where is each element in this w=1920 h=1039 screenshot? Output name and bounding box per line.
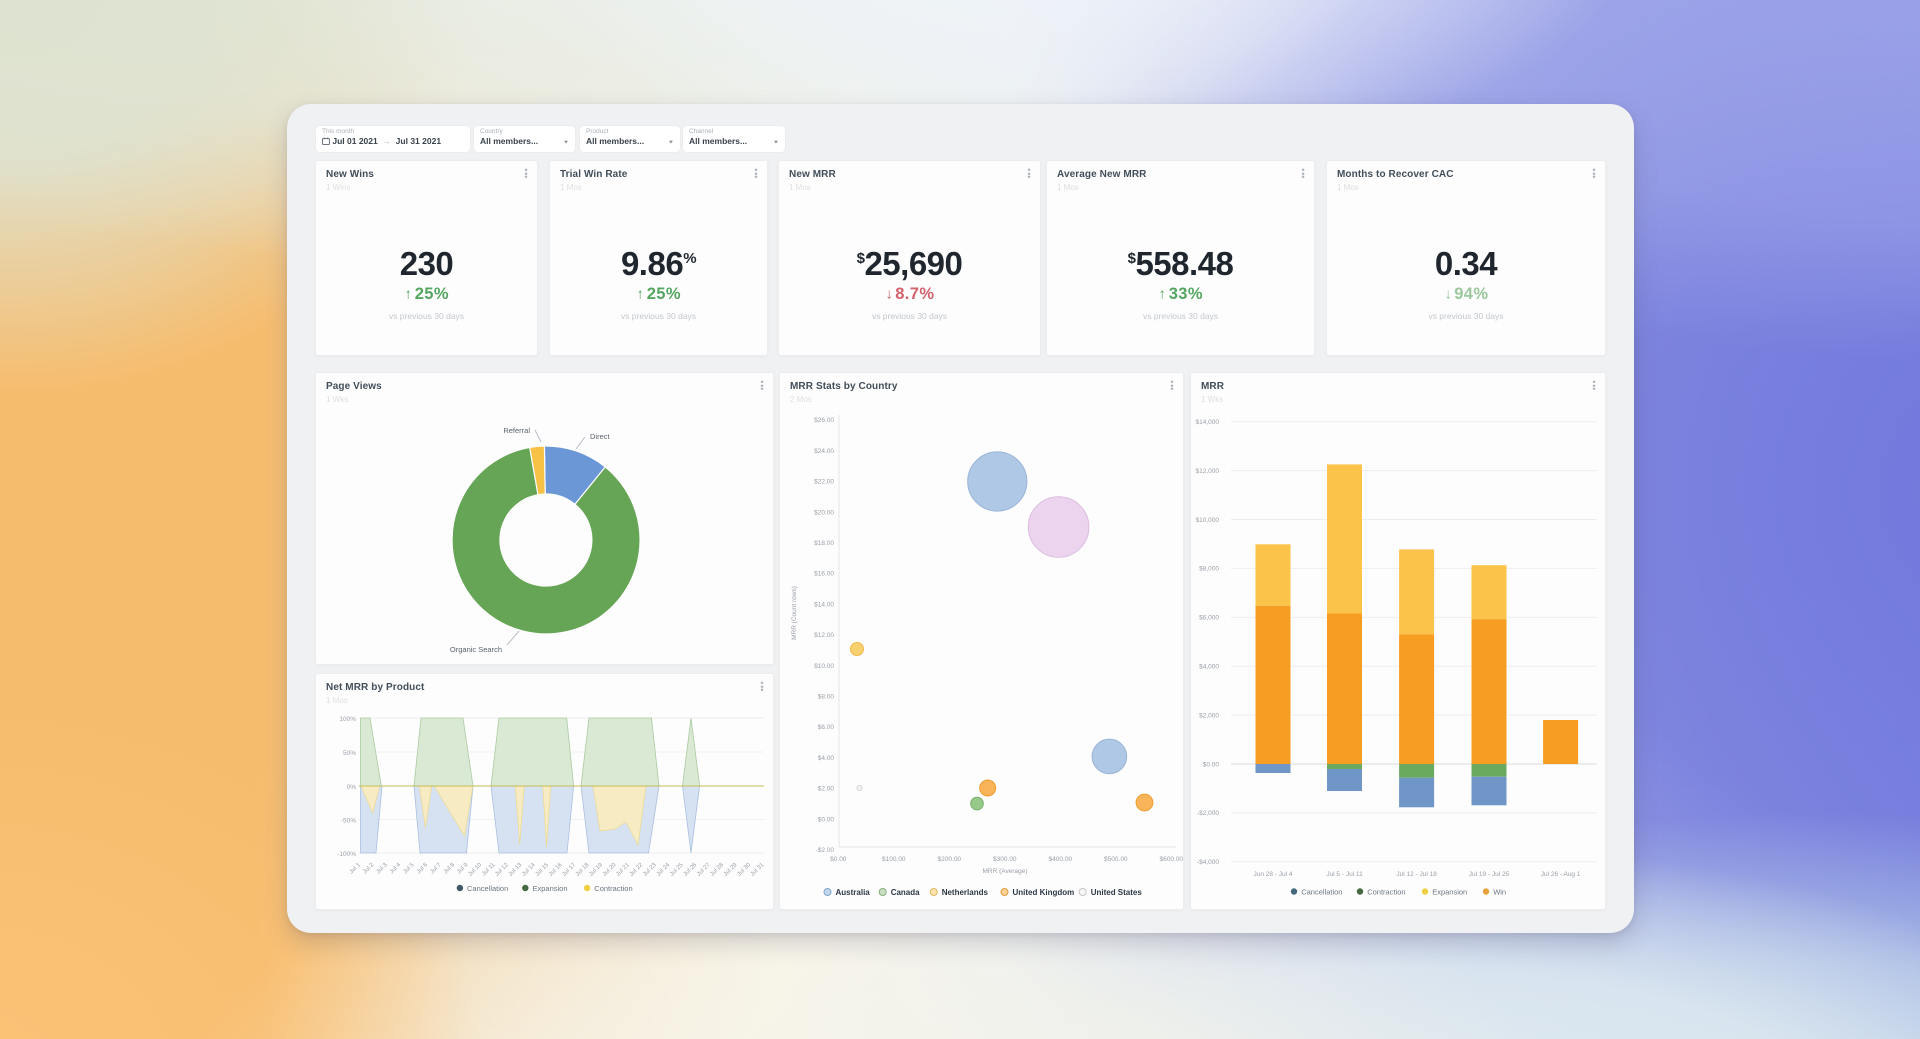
svg-text:-$2.00: -$2.00 bbox=[816, 847, 835, 854]
svg-text:$0.00: $0.00 bbox=[1203, 761, 1220, 768]
svg-text:Organic Search: Organic Search bbox=[450, 645, 502, 654]
svg-text:$16.00: $16.00 bbox=[814, 571, 834, 578]
svg-text:Jul 20: Jul 20 bbox=[602, 862, 618, 878]
svg-text:Jul 5 - Jul 11: Jul 5 - Jul 11 bbox=[1326, 871, 1363, 878]
svg-text:Jul 4: Jul 4 bbox=[389, 862, 403, 876]
svg-text:$100.00: $100.00 bbox=[882, 856, 906, 863]
svg-text:$0.00: $0.00 bbox=[830, 856, 847, 863]
svg-text:Win: Win bbox=[1493, 888, 1506, 897]
svg-text:Jul 27: Jul 27 bbox=[696, 862, 712, 878]
svg-text:United States: United States bbox=[1091, 888, 1143, 897]
svg-text:Jul 5: Jul 5 bbox=[403, 862, 417, 876]
svg-text:Jul 17: Jul 17 bbox=[562, 862, 578, 878]
svg-text:Jul 13: Jul 13 bbox=[508, 862, 524, 878]
svg-text:Jun 28 - Jul 4: Jun 28 - Jul 4 bbox=[1253, 871, 1292, 878]
svg-text:MRR (Count rows): MRR (Count rows) bbox=[791, 586, 798, 640]
svg-text:-50%: -50% bbox=[341, 818, 356, 825]
svg-text:Jul 26: Jul 26 bbox=[683, 862, 699, 878]
svg-text:$14.00: $14.00 bbox=[814, 601, 834, 608]
svg-text:Expansion: Expansion bbox=[533, 884, 568, 893]
svg-text:Jul 30: Jul 30 bbox=[736, 862, 752, 878]
svg-text:$0.00: $0.00 bbox=[818, 816, 835, 823]
svg-text:$400.00: $400.00 bbox=[1049, 856, 1073, 863]
svg-text:Jul 16: Jul 16 bbox=[548, 862, 564, 878]
svg-text:$26.00: $26.00 bbox=[814, 417, 834, 424]
svg-text:$8.00: $8.00 bbox=[818, 694, 835, 701]
svg-text:$8,000: $8,000 bbox=[1199, 566, 1219, 573]
svg-text:$2,000: $2,000 bbox=[1199, 712, 1219, 719]
svg-text:$18.00: $18.00 bbox=[814, 540, 834, 547]
svg-text:$300.00: $300.00 bbox=[993, 856, 1017, 863]
svg-text:-100%: -100% bbox=[337, 851, 356, 858]
svg-text:Jul 6: Jul 6 bbox=[416, 862, 430, 876]
svg-text:$10.00: $10.00 bbox=[814, 663, 834, 670]
svg-text:$6.00: $6.00 bbox=[818, 724, 835, 731]
svg-text:0%: 0% bbox=[347, 784, 357, 791]
svg-text:50%: 50% bbox=[343, 750, 356, 757]
svg-text:Referral: Referral bbox=[503, 426, 530, 435]
svg-text:Jul 12: Jul 12 bbox=[494, 862, 510, 878]
svg-text:Jul 2: Jul 2 bbox=[362, 862, 376, 876]
svg-text:$12.00: $12.00 bbox=[814, 632, 834, 639]
svg-text:Australia: Australia bbox=[836, 888, 871, 897]
svg-text:Jul 28: Jul 28 bbox=[709, 862, 725, 878]
svg-text:Jul 8: Jul 8 bbox=[443, 862, 457, 876]
svg-text:Jul 19 - Jul 25: Jul 19 - Jul 25 bbox=[1469, 871, 1510, 878]
svg-text:$4,000: $4,000 bbox=[1199, 664, 1219, 671]
svg-text:Cancellation: Cancellation bbox=[1301, 888, 1342, 897]
svg-text:$200.00: $200.00 bbox=[938, 856, 962, 863]
svg-text:Contraction: Contraction bbox=[1367, 888, 1405, 897]
svg-text:$500.00: $500.00 bbox=[1104, 856, 1128, 863]
svg-text:$10,000: $10,000 bbox=[1196, 517, 1220, 524]
svg-text:Jul 3: Jul 3 bbox=[376, 862, 390, 876]
svg-text:Cancellation: Cancellation bbox=[467, 884, 508, 893]
svg-text:Jul 14: Jul 14 bbox=[521, 862, 537, 878]
svg-text:Jul 18: Jul 18 bbox=[575, 862, 591, 878]
svg-text:$22.00: $22.00 bbox=[814, 479, 834, 486]
svg-text:$6,000: $6,000 bbox=[1199, 615, 1219, 622]
svg-text:Jul 29: Jul 29 bbox=[723, 862, 739, 878]
svg-text:Jul 31: Jul 31 bbox=[750, 862, 766, 878]
svg-text:Expansion: Expansion bbox=[1432, 888, 1467, 897]
svg-text:$2.00: $2.00 bbox=[818, 786, 835, 793]
svg-text:$12,000: $12,000 bbox=[1196, 468, 1220, 475]
svg-text:Jul 23: Jul 23 bbox=[642, 862, 658, 878]
svg-text:Canada: Canada bbox=[891, 888, 920, 897]
svg-text:Jul 10: Jul 10 bbox=[467, 862, 483, 878]
svg-text:Jul 1: Jul 1 bbox=[349, 862, 363, 876]
svg-text:$24.00: $24.00 bbox=[814, 448, 834, 455]
svg-text:Jul 12 - Jul 18: Jul 12 - Jul 18 bbox=[1396, 871, 1437, 878]
svg-text:MRR (Average): MRR (Average) bbox=[982, 868, 1027, 875]
svg-text:-$2,000: -$2,000 bbox=[1197, 810, 1219, 817]
svg-text:$600.00: $600.00 bbox=[1160, 856, 1183, 863]
svg-text:-$4,000: -$4,000 bbox=[1197, 859, 1219, 866]
svg-text:$4.00: $4.00 bbox=[818, 755, 835, 762]
svg-text:Jul 7: Jul 7 bbox=[429, 862, 443, 876]
svg-text:Jul 15: Jul 15 bbox=[535, 862, 551, 878]
svg-text:Netherlands: Netherlands bbox=[942, 888, 989, 897]
svg-text:Jul 21: Jul 21 bbox=[615, 862, 631, 878]
svg-text:Jul 25: Jul 25 bbox=[669, 862, 685, 878]
svg-text:United Kingdom: United Kingdom bbox=[1013, 888, 1075, 897]
svg-text:Jul 24: Jul 24 bbox=[656, 862, 672, 878]
svg-text:Jul 19: Jul 19 bbox=[588, 862, 604, 878]
svg-text:100%: 100% bbox=[339, 716, 356, 723]
svg-text:$20.00: $20.00 bbox=[814, 509, 834, 516]
svg-text:Jul 22: Jul 22 bbox=[629, 862, 645, 878]
svg-text:$14,000: $14,000 bbox=[1196, 419, 1220, 426]
svg-text:Direct: Direct bbox=[590, 432, 611, 441]
svg-text:Jul 26 - Aug 1: Jul 26 - Aug 1 bbox=[1541, 871, 1581, 878]
svg-text:Contraction: Contraction bbox=[594, 884, 632, 893]
